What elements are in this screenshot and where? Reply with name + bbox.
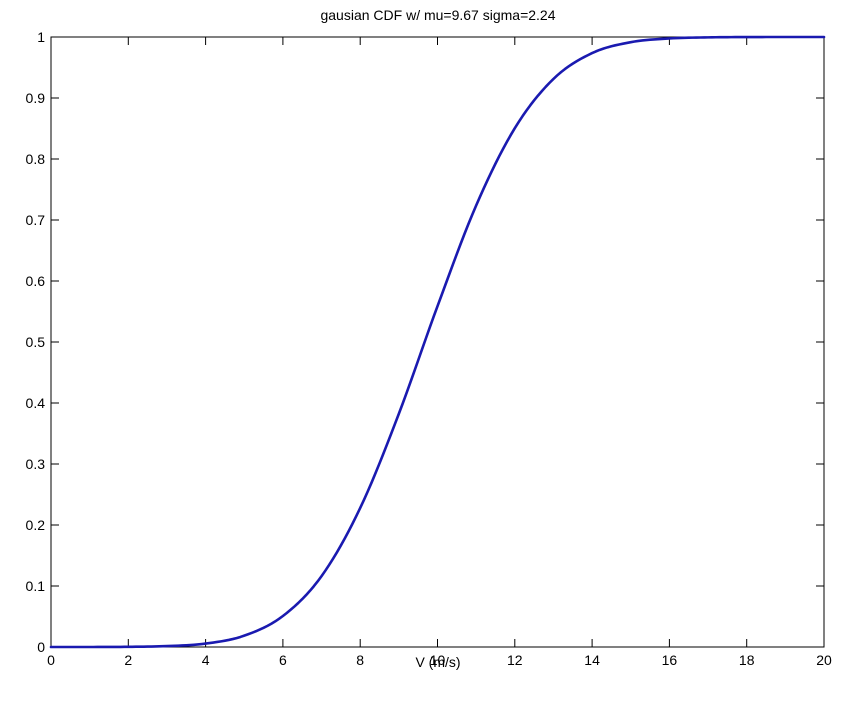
- plot-area-frame: [50, 36, 825, 648]
- ticks-layer: 0 2 4 6 8 10 12 14 16 18 20 0 0.1 0.2 0.3 0.4 0.5 0.6 0.7 0…: [26, 29, 832, 668]
- y-tick-label: 0.2: [26, 517, 46, 533]
- x-tick-label: 0: [47, 652, 55, 668]
- y-tick-label: 1: [37, 29, 45, 45]
- y-tick-label: 0.5: [26, 334, 46, 350]
- y-tick-label: 0.4: [26, 395, 46, 411]
- x-tick-label: 12: [507, 652, 523, 668]
- x-tick-label: 14: [584, 652, 600, 668]
- x-tick-label: 4: [202, 652, 210, 668]
- series-line-cdf: [49, 35, 826, 649]
- x-axis-label: V (m/s): [415, 654, 460, 670]
- y-tick-label: 0.8: [26, 151, 46, 167]
- chart-title: gausian CDF w/ mu=9.67 sigma=2.24: [320, 7, 555, 23]
- x-tick-label: 10: [430, 652, 446, 668]
- x-tick-label: 20: [816, 652, 832, 668]
- y-tick-label: 0: [37, 639, 45, 655]
- x-tick-label: 6: [279, 652, 287, 668]
- y-tick-label: 0.9: [26, 90, 46, 106]
- x-tick-label: 2: [124, 652, 132, 668]
- y-tick-label: 0.6: [26, 273, 46, 289]
- y-tick-label: 0.1: [26, 578, 46, 594]
- x-tick-label: 16: [662, 652, 678, 668]
- y-tick-label: 0.3: [26, 456, 46, 472]
- y-tick-label: 0.7: [26, 212, 46, 228]
- x-tick-label: 8: [356, 652, 364, 668]
- x-tick-label: 18: [739, 652, 755, 668]
